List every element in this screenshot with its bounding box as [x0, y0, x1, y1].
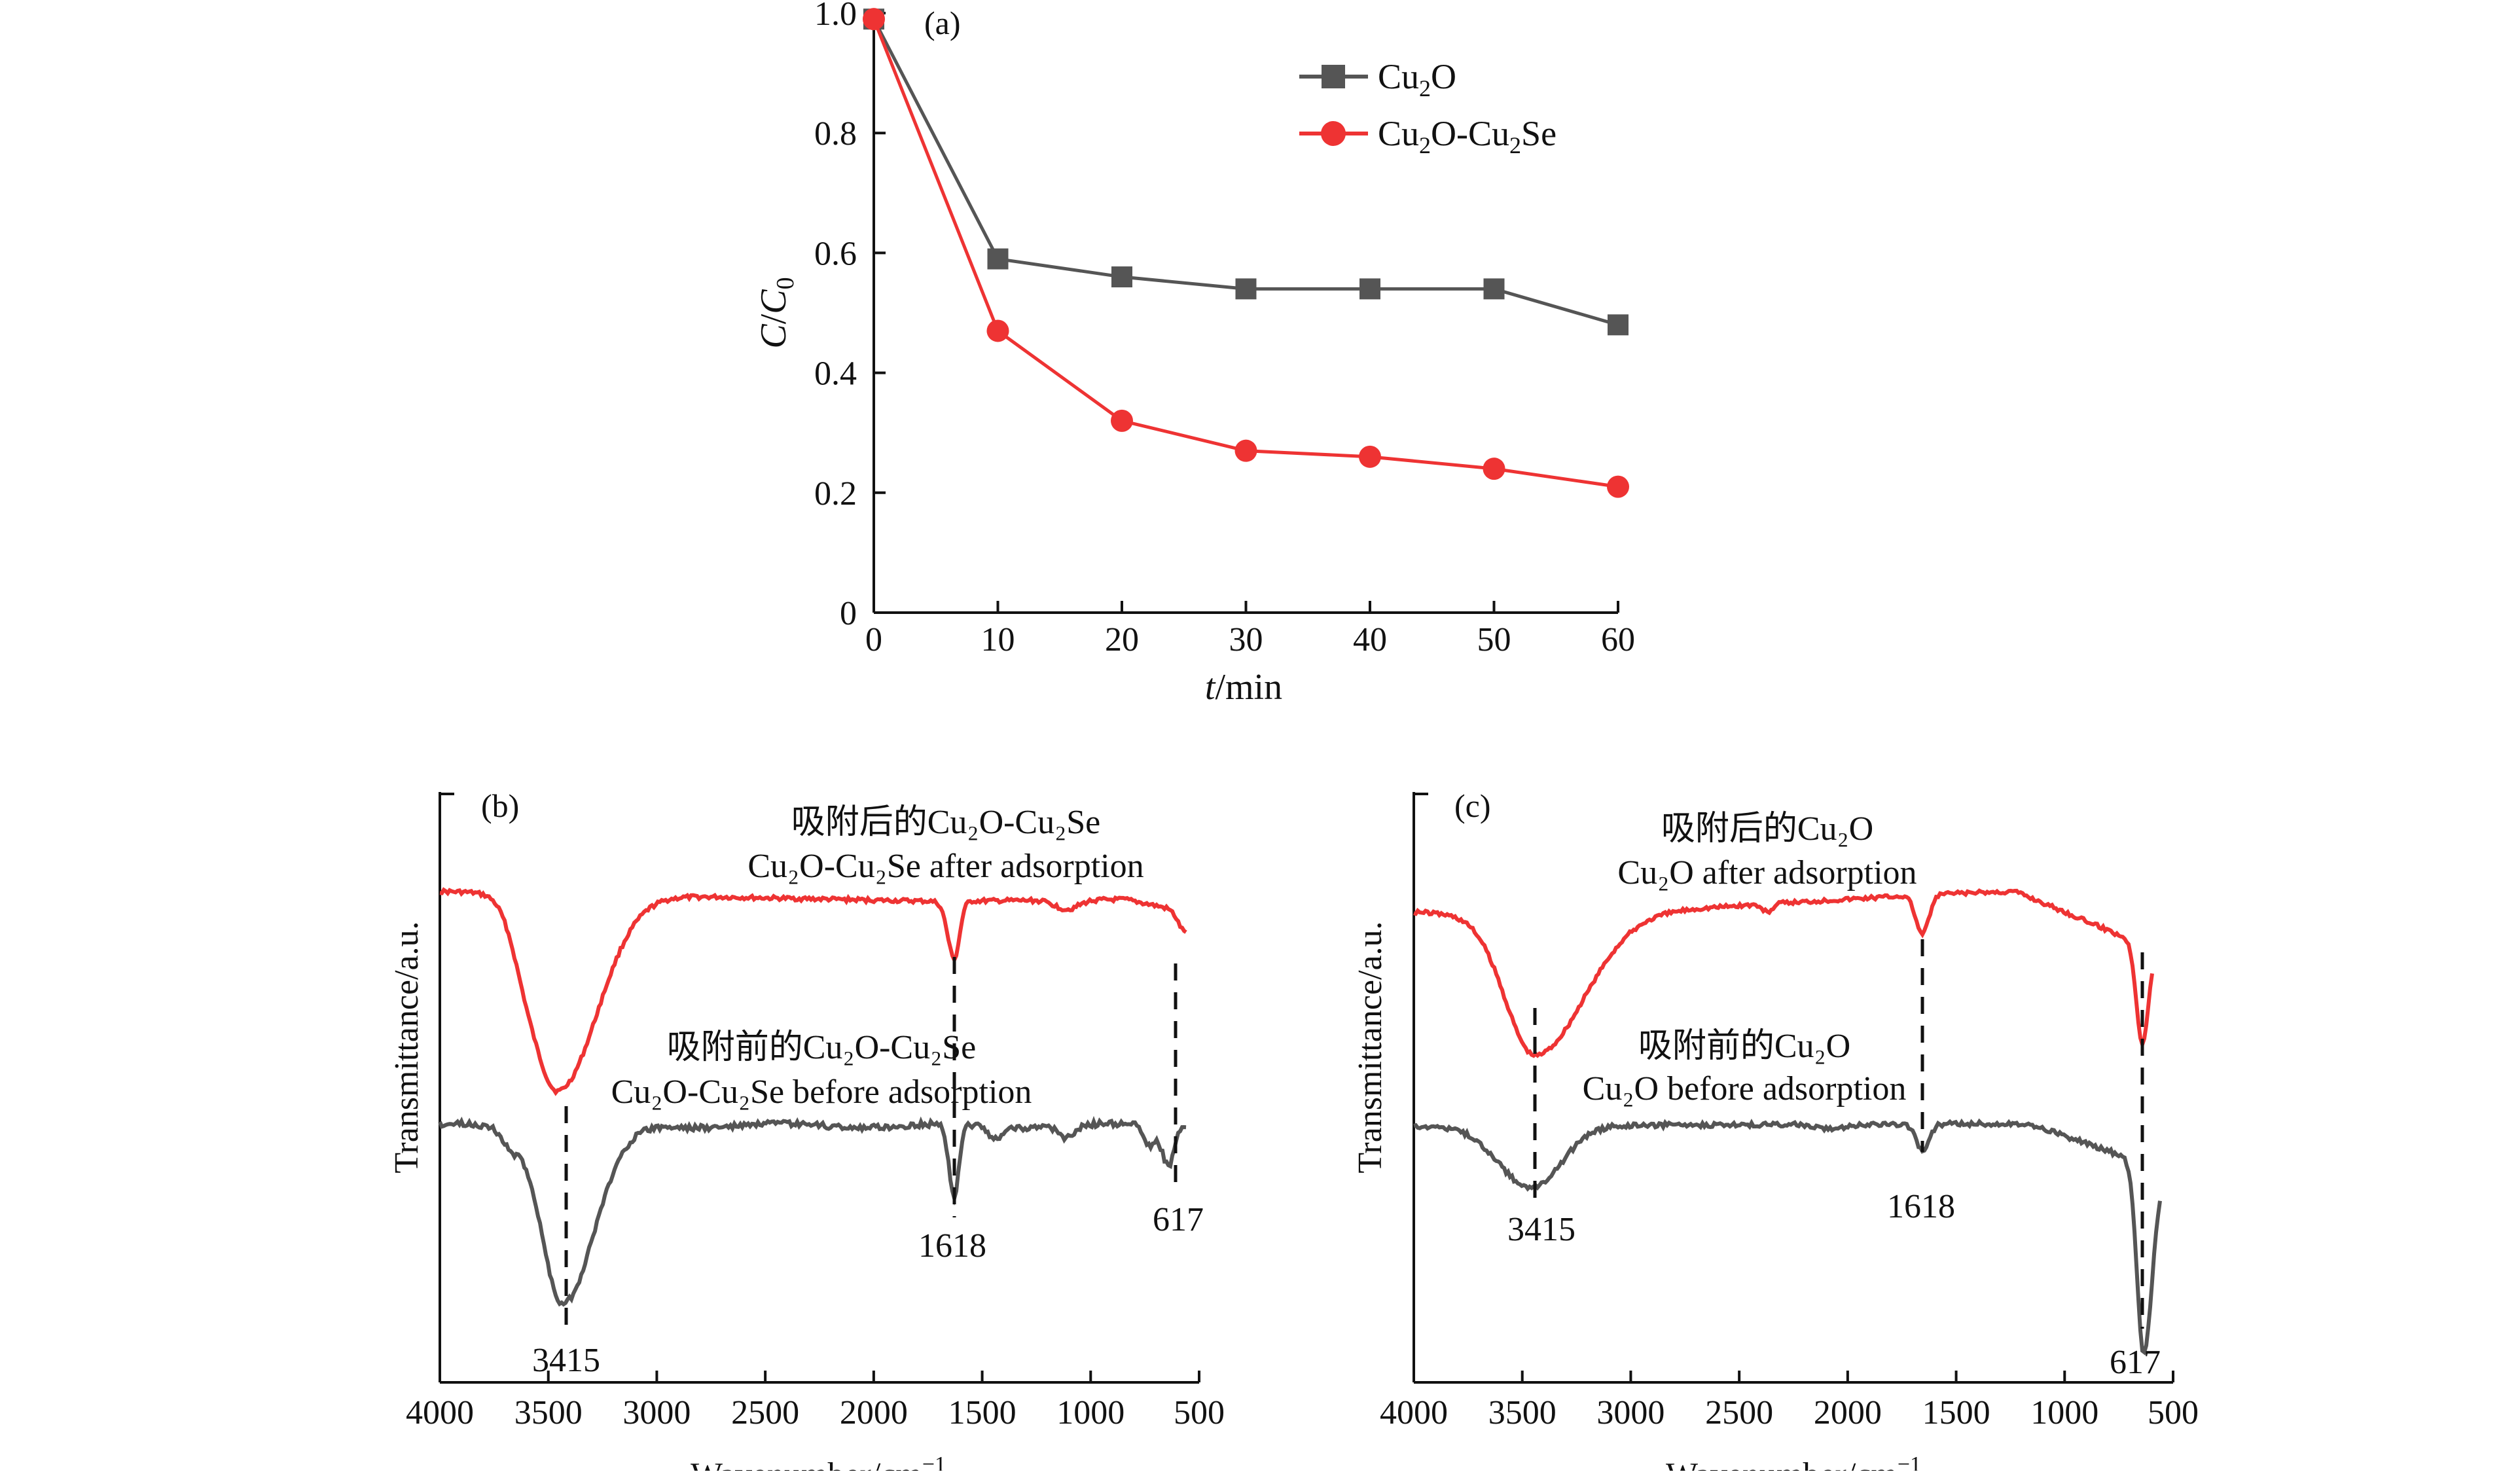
- panel-a-x-tick-label: 20: [1105, 621, 1139, 658]
- panel-a-point-cu2o: [1608, 314, 1629, 336]
- panel-b-after-label-cn: 吸附后的Cu₂O-Cu₂Se: [791, 804, 1101, 841]
- panel-a-x-tick-label: 10: [981, 621, 1015, 658]
- panel-c-x-tick-label: 3000: [1596, 1394, 1665, 1431]
- panel-c-x-tick-label: 2500: [1705, 1394, 1773, 1431]
- panel-a-point-cu2o-cu2se: [863, 8, 885, 31]
- panel-b-x-label: Wavenumber/cm−1: [691, 1452, 946, 1471]
- panel-c-x-tick-label: 4000: [1380, 1394, 1448, 1431]
- panel-b-x-tick-label: 500: [1174, 1394, 1225, 1431]
- panel-b-x-tick-label: 3000: [622, 1394, 691, 1431]
- panel-b-label: (b): [481, 787, 519, 824]
- panel-b: 4000 3500 3000 2500 2000 1500 1000 500 (b) Tran…: [388, 787, 1225, 1474]
- panel-b-before-spectrum: [438, 1115, 1187, 1307]
- panel-b-before-label-cn: 吸附前的Cu₂O-Cu₂Se: [667, 1029, 977, 1066]
- panel-c-y-label: Transmittance/a.u.: [1352, 921, 1389, 1173]
- panel-c-peak-617: 617: [2110, 1344, 2161, 1381]
- panel-b-y-label: Transmittance/a.u.: [388, 921, 425, 1173]
- panel-a-point-cu2o: [1111, 266, 1132, 288]
- panel-a-point-cu2o: [987, 248, 1009, 270]
- panel-a-x-label: t/min: [1205, 667, 1282, 708]
- panel-c-x-label: Wavenumber/cm−1: [1666, 1452, 1921, 1471]
- panel-a-point-cu2o: [1235, 278, 1257, 300]
- panel-b-x-tick-label: 4000: [406, 1394, 474, 1431]
- panel-a-point-cu2o-cu2se: [1359, 445, 1381, 468]
- panel-a-point-cu2o: [1359, 278, 1380, 300]
- panel-a-point-cu2o: [1483, 278, 1505, 300]
- panel-a-y-tick-label: 1.0: [814, 0, 857, 33]
- panel-c-peak-1618: 1618: [1887, 1188, 1955, 1225]
- panel-a-x-tick-label: 60: [1601, 621, 1635, 658]
- panel-c-x-tick-label: 1000: [2030, 1394, 2098, 1431]
- panel-b-x-tick-label: 1500: [948, 1394, 1017, 1431]
- panel-a-label: (a): [924, 5, 961, 41]
- panel-b-after-label-en: Cu₂O-Cu₂Se after adsorption: [747, 848, 1143, 885]
- panel-a-y-label: C/C0: [753, 277, 799, 348]
- panel-b-after-spectrum: [439, 887, 1187, 1096]
- legend-label-cu2o-cu2se: Cu2O-Cu2Se: [1378, 114, 1557, 158]
- panel-c-x-tick-label: 3500: [1488, 1394, 1557, 1431]
- panel-a-point-cu2o-cu2se: [1234, 439, 1257, 462]
- panel-a-y-tick-label: 0.6: [814, 235, 857, 272]
- panel-a-series-line-1: [872, 18, 1619, 489]
- panel-a: 0 10 20 30 40 50 60 0 0.2 0.4 0.6 0.8 1.0 (a) C/C0 t…: [753, 0, 1635, 708]
- panel-b-before-label-en: Cu₂O-Cu₂Se before adsorption: [611, 1073, 1032, 1111]
- panel-a-y-tick-label: 0.8: [814, 115, 857, 153]
- panel-b-peak-3415: 3415: [532, 1342, 600, 1379]
- panel-a-ticks: 0 10 20 30 40 50 60 0 0.2 0.4 0.6 0.8 1.0: [814, 0, 1635, 658]
- legend-marker-cu2o: [1322, 65, 1345, 88]
- panel-a-point-cu2o-cu2se: [1111, 409, 1133, 432]
- panel-c-label: (c): [1454, 787, 1491, 824]
- panel-a-point-cu2o-cu2se: [986, 319, 1009, 342]
- panel-b-peak-617: 617: [1153, 1201, 1204, 1238]
- panel-c-ticks: 4000 3500 3000 2500 2000 1500 1000 500: [1380, 1371, 2199, 1431]
- panel-a-y-tick-label: 0: [840, 595, 857, 632]
- legend-marker-cu2o-cu2se: [1321, 121, 1346, 146]
- panel-b-x-tick-label: 2500: [731, 1394, 799, 1431]
- panel-b-x-tick-label: 1000: [1056, 1394, 1125, 1431]
- panel-c-peak-3415: 3415: [1507, 1211, 1575, 1248]
- panel-a-x-tick-label: 0: [865, 621, 882, 658]
- panel-c: 4000 3500 3000 2500 2000 1500 1000 500 (c) Tran…: [1352, 787, 2199, 1474]
- panel-b-x-tick-label: 2000: [840, 1394, 908, 1431]
- panel-b-peak-1618: 1618: [918, 1227, 986, 1265]
- panel-c-before-label-cn: 吸附前的Cu₂O: [1638, 1028, 1850, 1065]
- panel-a-x-tick-label: 50: [1477, 621, 1511, 658]
- panel-a-series: [863, 8, 1629, 498]
- panel-a-y-tick-label: 0.4: [814, 355, 857, 393]
- panel-a-point-cu2o-cu2se: [1607, 475, 1629, 498]
- panel-b-ticks: 4000 3500 3000 2500 2000 1500 1000 500: [406, 1371, 1225, 1431]
- panel-a-legend: Cu2O Cu2O-Cu2Se: [1299, 57, 1557, 158]
- panel-c-before-label-en: Cu₂O before adsorption: [1583, 1070, 1907, 1107]
- panel-c-x-tick-label: 2000: [1814, 1394, 1882, 1431]
- panel-c-after-label-en: Cu₂O after adsorption: [1617, 854, 1917, 891]
- panel-b-x-tick-label: 3500: [514, 1394, 583, 1431]
- panel-a-point-cu2o-cu2se: [1483, 458, 1505, 480]
- panel-c-x-tick-label: 500: [2148, 1394, 2199, 1431]
- legend-label-cu2o: Cu2O: [1378, 57, 1456, 101]
- panel-c-before-spectrum: [1413, 1118, 2162, 1356]
- panel-c-after-spectrum: [1413, 888, 2154, 1058]
- panel-c-after-label-cn: 吸附后的Cu₂O: [1661, 810, 1873, 848]
- panel-a-y-tick-label: 0.2: [814, 475, 857, 512]
- panel-a-x-tick-label: 40: [1353, 621, 1387, 658]
- panel-c-x-tick-label: 1500: [1922, 1394, 1990, 1431]
- panel-a-x-tick-label: 30: [1229, 621, 1263, 658]
